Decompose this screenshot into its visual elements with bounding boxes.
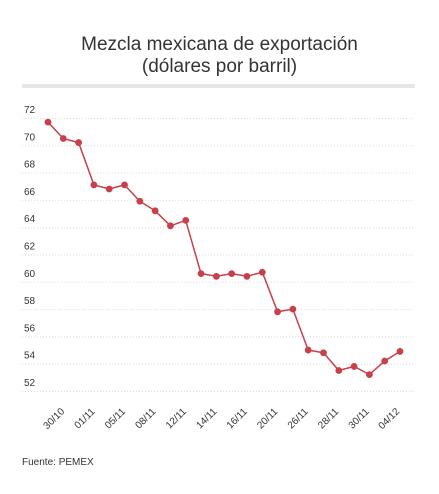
x-tick-label-1: 01/11 <box>73 406 98 431</box>
x-tick-label-7: 20/11 <box>255 406 280 431</box>
x-tick-label-4: 12/11 <box>164 406 189 431</box>
data-point-14 <box>258 268 266 276</box>
y-axis-tick-labels: 52 54 56 58 60 62 64 66 68 70 72 <box>24 105 36 389</box>
x-tick-label-5: 14/11 <box>194 406 219 431</box>
data-point-0 <box>44 118 52 126</box>
grid-lines <box>22 118 415 392</box>
x-tick-label-8: 26/11 <box>286 406 311 431</box>
data-point-10 <box>197 270 205 278</box>
source-note: Fuente: PEMEX <box>22 457 94 468</box>
y-tick-label-70: 70 <box>24 132 36 143</box>
data-point-21 <box>365 371 373 379</box>
x-tick-label-9: 28/11 <box>316 406 341 431</box>
y-tick-label-62: 62 <box>24 242 36 253</box>
x-tick-label-11: 04/12 <box>377 406 403 432</box>
x-tick-label-10: 30/11 <box>347 406 372 431</box>
data-point-11 <box>212 272 220 280</box>
data-point-13 <box>243 272 251 280</box>
chart-title-line-2: (dólares por barril) <box>141 56 298 77</box>
y-tick-label-72: 72 <box>24 105 36 116</box>
data-point-5 <box>121 181 128 189</box>
y-tick-label-66: 66 <box>24 187 36 198</box>
data-point-1 <box>59 135 67 142</box>
y-tick-label-58: 58 <box>24 296 36 307</box>
x-tick-label-6: 16/11 <box>225 406 250 431</box>
data-point-7 <box>151 207 159 215</box>
chart-title: Mezcla mexicana de exportación (dólares … <box>0 34 439 78</box>
data-point-23 <box>396 348 404 355</box>
series-price <box>44 118 404 379</box>
data-point-6 <box>136 197 144 205</box>
data-point-9 <box>182 216 190 224</box>
data-point-16 <box>289 305 297 313</box>
y-tick-label-64: 64 <box>24 214 36 225</box>
chart-title-line-1: Mezcla mexicana de exportación <box>81 34 358 55</box>
data-point-20 <box>350 363 358 370</box>
data-point-19 <box>335 367 343 374</box>
y-tick-label-68: 68 <box>24 160 36 171</box>
x-axis-tick-labels: 30/10 01/11 05/11 08/11 12/11 14/11 16/11 20/11… <box>42 406 403 432</box>
y-tick-label-54: 54 <box>24 351 36 362</box>
x-tick-label-0: 30/10 <box>42 406 68 432</box>
y-tick-label-52: 52 <box>24 378 36 389</box>
data-point-17 <box>304 346 312 354</box>
x-tick-label-2: 05/11 <box>103 406 128 431</box>
data-point-4 <box>105 185 113 193</box>
y-tick-label-56: 56 <box>24 323 36 334</box>
data-point-8 <box>167 222 174 230</box>
data-point-3 <box>90 181 98 189</box>
y-tick-label-60: 60 <box>24 269 36 280</box>
data-point-15 <box>274 308 281 316</box>
data-point-22 <box>381 357 389 365</box>
data-point-18 <box>320 349 327 357</box>
x-tick-label-3: 08/11 <box>134 406 159 431</box>
data-point-12 <box>228 270 236 278</box>
title-divider <box>22 84 415 88</box>
data-point-2 <box>75 139 83 146</box>
